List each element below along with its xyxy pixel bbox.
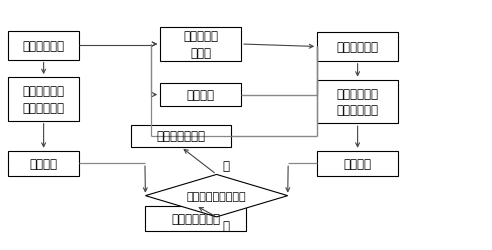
FancyBboxPatch shape — [8, 151, 79, 176]
Text: 室内试件制备: 室内试件制备 — [23, 40, 64, 52]
Text: 级配碎石力学
性能室内试验: 级配碎石力学 性能室内试验 — [23, 85, 64, 114]
Text: 模拟试件生成: 模拟试件生成 — [337, 41, 379, 54]
FancyBboxPatch shape — [131, 125, 231, 148]
FancyBboxPatch shape — [160, 84, 241, 106]
Text: 是: 是 — [222, 219, 229, 232]
FancyBboxPatch shape — [160, 28, 241, 62]
FancyBboxPatch shape — [317, 80, 398, 124]
Text: 模拟结果: 模拟结果 — [343, 157, 371, 170]
FancyBboxPatch shape — [8, 32, 79, 60]
Text: 微力学参数调整: 微力学参数调整 — [156, 130, 206, 143]
Text: 实测结果: 实测结果 — [30, 157, 58, 170]
Text: 误差是否小于规定值: 误差是否小于规定值 — [187, 191, 246, 201]
Text: 级配碎石细观
力学数值模拟: 级配碎石细观 力学数值模拟 — [337, 87, 379, 117]
Text: 矿料级配: 矿料级配 — [186, 89, 215, 102]
Polygon shape — [146, 175, 288, 217]
FancyBboxPatch shape — [317, 33, 398, 62]
Text: 确定微力学参数: 确定微力学参数 — [171, 212, 220, 225]
FancyBboxPatch shape — [146, 206, 246, 231]
Text: 否: 否 — [222, 159, 229, 172]
FancyBboxPatch shape — [8, 78, 79, 121]
FancyBboxPatch shape — [317, 151, 398, 176]
Text: 微力学参数
初始值: 微力学参数 初始值 — [183, 30, 218, 60]
